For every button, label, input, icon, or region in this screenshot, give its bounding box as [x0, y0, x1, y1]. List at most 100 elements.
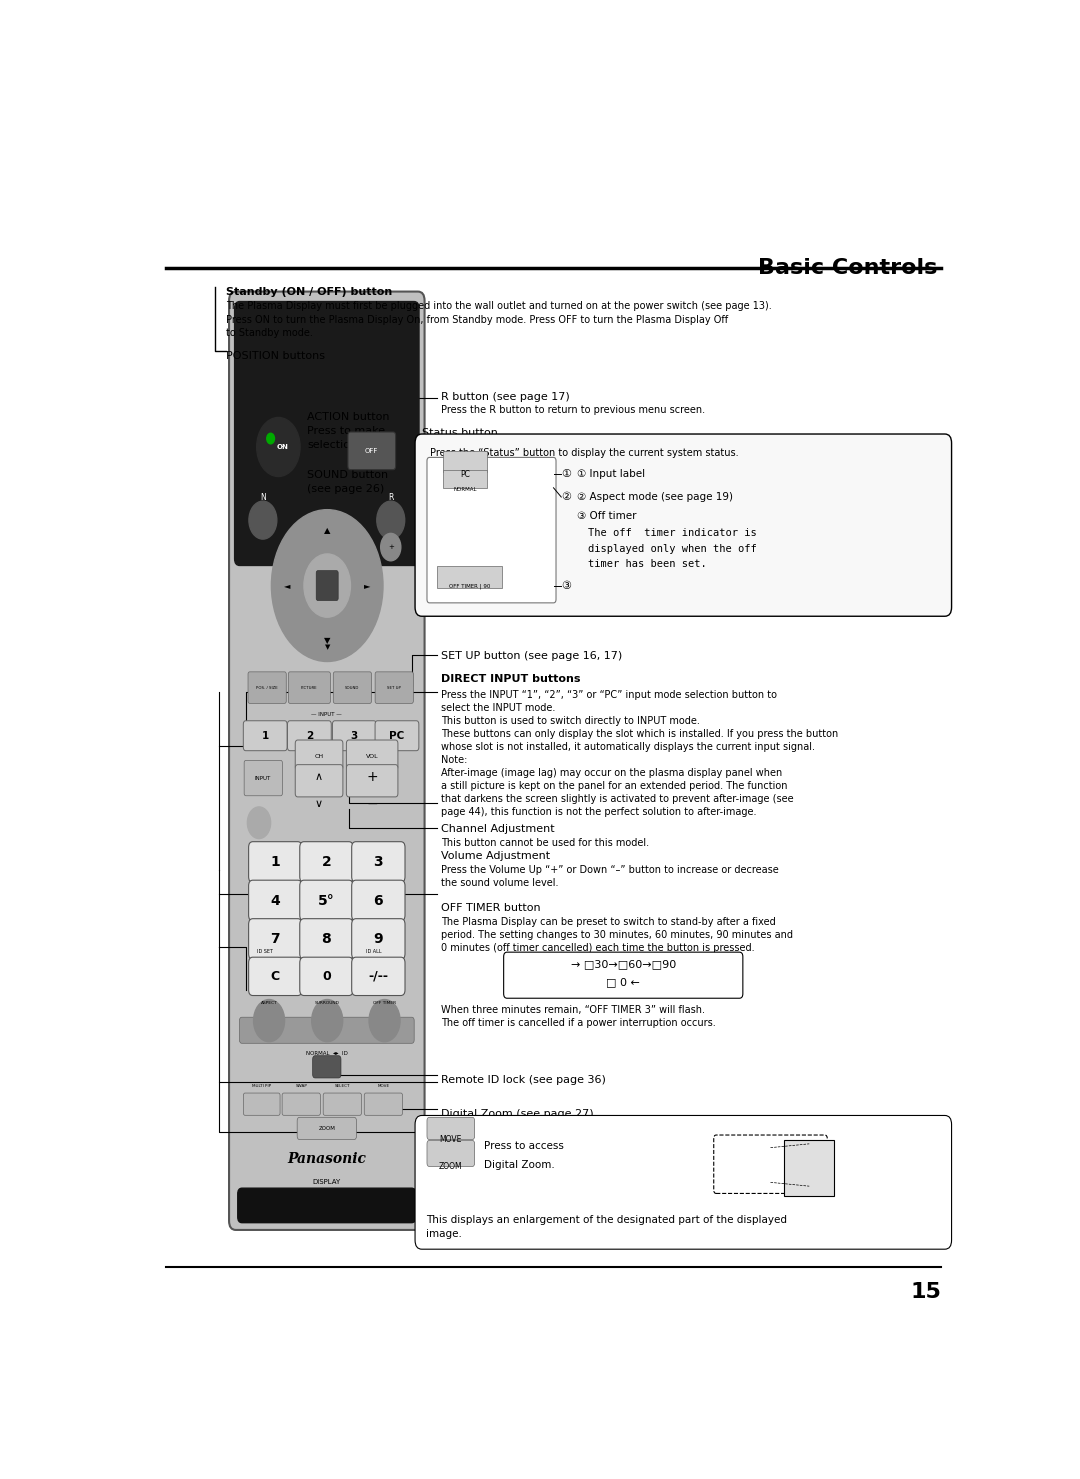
Text: 2: 2	[322, 855, 332, 870]
Text: MOVE: MOVE	[377, 1084, 390, 1089]
Text: 2: 2	[306, 731, 313, 741]
Text: PC: PC	[389, 731, 405, 741]
Text: 7: 7	[270, 932, 280, 947]
FancyBboxPatch shape	[316, 571, 338, 600]
Text: CH: CH	[315, 754, 324, 759]
FancyBboxPatch shape	[248, 671, 286, 704]
Text: MOVE: MOVE	[440, 1136, 461, 1145]
Text: INPUT: INPUT	[255, 775, 271, 781]
Text: ①: ①	[562, 469, 571, 479]
Text: selections.: selections.	[307, 441, 366, 450]
Text: 9: 9	[374, 932, 383, 947]
Text: ② Aspect mode (see page 19): ② Aspect mode (see page 19)	[577, 493, 732, 501]
Text: ID SET: ID SET	[257, 950, 273, 954]
FancyBboxPatch shape	[347, 740, 397, 771]
FancyBboxPatch shape	[443, 451, 487, 472]
Text: This displays an enlargement of the designated part of the displayed: This displays an enlargement of the desi…	[426, 1216, 786, 1226]
Text: Press to access: Press to access	[484, 1142, 564, 1151]
Text: a still picture is kept on the panel for an extended period. The function: a still picture is kept on the panel for…	[441, 781, 787, 791]
FancyBboxPatch shape	[714, 1134, 827, 1194]
Text: 5°: 5°	[318, 893, 335, 908]
Text: 6: 6	[374, 893, 383, 908]
Text: VOL: VOL	[366, 754, 378, 759]
FancyBboxPatch shape	[300, 842, 353, 883]
FancyBboxPatch shape	[375, 671, 414, 704]
Text: The Plasma Display can be preset to switch to stand-by after a fixed: The Plasma Display can be preset to swit…	[441, 917, 775, 927]
Circle shape	[254, 1000, 284, 1041]
FancyBboxPatch shape	[243, 1093, 280, 1115]
Text: ►: ►	[364, 581, 370, 590]
Text: When three minutes remain, “OFF TIMER 3” will flash.: When three minutes remain, “OFF TIMER 3”…	[441, 1006, 705, 1015]
FancyBboxPatch shape	[503, 952, 743, 998]
Text: SOUND: SOUND	[346, 686, 360, 689]
Text: NORMAL  ◂▸  ID: NORMAL ◂▸ ID	[306, 1052, 348, 1056]
Text: PC: PC	[460, 470, 470, 479]
Circle shape	[248, 501, 276, 540]
Text: R: R	[388, 493, 393, 501]
Text: ASPECT: ASPECT	[260, 1001, 278, 1004]
Text: The Plasma Display must first be plugged into the wall outlet and turned on at t: The Plasma Display must first be plugged…	[227, 300, 772, 311]
FancyBboxPatch shape	[282, 1093, 321, 1115]
FancyBboxPatch shape	[784, 1140, 834, 1197]
Text: R button (see page 17): R button (see page 17)	[441, 392, 570, 401]
Circle shape	[267, 433, 274, 444]
Text: (see page 26): (see page 26)	[307, 484, 384, 494]
Text: whose slot is not installed, it automatically displays the current input signal.: whose slot is not installed, it automati…	[441, 742, 815, 751]
Text: ③: ③	[562, 581, 571, 592]
Text: Status button: Status button	[422, 427, 498, 438]
Text: Panasonic: Panasonic	[287, 1152, 366, 1167]
Text: The off  timer indicator is: The off timer indicator is	[589, 528, 757, 538]
FancyBboxPatch shape	[427, 457, 556, 603]
Text: that darkens the screen slightly is activated to prevent after-image (see: that darkens the screen slightly is acti…	[441, 794, 794, 805]
FancyBboxPatch shape	[295, 765, 342, 797]
Text: This button is used to switch directly to INPUT mode.: This button is used to switch directly t…	[441, 716, 700, 726]
FancyBboxPatch shape	[229, 291, 424, 1231]
FancyBboxPatch shape	[287, 720, 332, 751]
Text: POSITION buttons: POSITION buttons	[227, 351, 325, 361]
Text: Press the INPUT “1”, “2”, “3” or “PC” input mode selection button to: Press the INPUT “1”, “2”, “3” or “PC” in…	[441, 689, 778, 700]
FancyBboxPatch shape	[323, 1093, 362, 1115]
FancyBboxPatch shape	[248, 918, 302, 960]
Text: +: +	[388, 544, 394, 550]
Text: OFF: OFF	[365, 448, 378, 454]
Text: POS. / SIZE: POS. / SIZE	[256, 686, 278, 689]
Text: Press to make: Press to make	[307, 426, 386, 436]
Text: ZOOM: ZOOM	[319, 1126, 335, 1131]
Text: □ 0 ←: □ 0 ←	[606, 978, 640, 986]
Text: image.: image.	[426, 1229, 461, 1238]
Text: -/--: -/--	[368, 970, 389, 984]
FancyBboxPatch shape	[443, 470, 487, 488]
Text: Press the Volume Up “+” or Down “–” button to increase or decrease: Press the Volume Up “+” or Down “–” butt…	[441, 865, 779, 876]
Text: −: −	[366, 797, 378, 812]
Text: OFF TIMER button: OFF TIMER button	[441, 902, 541, 913]
FancyBboxPatch shape	[347, 765, 397, 797]
Text: SET UP button (see page 16, 17): SET UP button (see page 16, 17)	[441, 651, 622, 661]
Text: ◄: ◄	[284, 581, 291, 590]
Text: 1: 1	[261, 731, 269, 741]
Text: ▲: ▲	[324, 527, 330, 535]
Text: ID ALL: ID ALL	[366, 950, 381, 954]
Text: ACTION button: ACTION button	[307, 413, 390, 423]
Circle shape	[257, 417, 300, 476]
Text: 0: 0	[322, 970, 330, 984]
Text: to Standby mode.: to Standby mode.	[227, 328, 313, 339]
Text: ∧: ∧	[314, 772, 323, 781]
Text: Channel Adjustment: Channel Adjustment	[441, 824, 555, 834]
Text: Remote ID lock (see page 36): Remote ID lock (see page 36)	[441, 1075, 606, 1084]
Text: ① Input label: ① Input label	[577, 469, 645, 479]
Text: select the INPUT mode.: select the INPUT mode.	[441, 703, 555, 713]
Text: Digital Zoom.: Digital Zoom.	[484, 1161, 554, 1170]
FancyBboxPatch shape	[348, 432, 395, 470]
Text: → □30→□60→□90: → □30→□60→□90	[570, 960, 676, 969]
FancyBboxPatch shape	[333, 720, 376, 751]
Text: SELECT: SELECT	[335, 1084, 350, 1089]
Text: Volume Adjustment: Volume Adjustment	[441, 852, 550, 861]
Text: ▼: ▼	[324, 636, 330, 645]
FancyBboxPatch shape	[415, 1115, 951, 1250]
FancyBboxPatch shape	[234, 302, 419, 565]
Text: 0 minutes (off timer cancelled) each time the button is pressed.: 0 minutes (off timer cancelled) each tim…	[441, 942, 755, 952]
Text: Press ON to turn the Plasma Display On, from Standby mode. Press OFF to turn the: Press ON to turn the Plasma Display On, …	[227, 315, 729, 324]
Text: ZOOM: ZOOM	[438, 1162, 462, 1171]
Text: Press the “Status” button to display the current system status.: Press the “Status” button to display the…	[430, 448, 738, 458]
FancyBboxPatch shape	[295, 740, 342, 771]
